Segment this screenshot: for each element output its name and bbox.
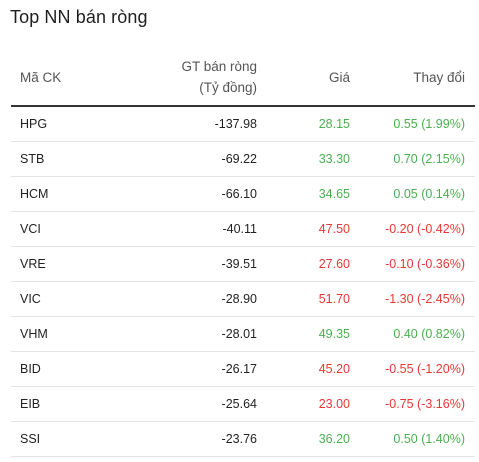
change-value: 0.55 (1.99%) [393, 117, 465, 131]
stock-code[interactable]: SSI [20, 432, 41, 446]
net-sell-value: -39.51 [221, 257, 257, 271]
price-value: 23.00 [318, 397, 350, 411]
table-row[interactable]: VCI -40.11 47.50 -0.20 (-0.42%) [11, 212, 475, 247]
change-value: -0.75 (-3.16%) [385, 397, 465, 411]
stock-code[interactable]: EIB [20, 397, 41, 411]
net-sell-value: -66.10 [221, 187, 257, 201]
table-header: Mã CK GT bán ròng (Tỷ đồng) Giá Thay đổi [11, 52, 475, 102]
header-net-sell-value-line1: GT bán ròng [181, 59, 257, 74]
stock-code[interactable]: VRE [20, 257, 46, 271]
net-sell-value: -28.90 [221, 292, 257, 306]
price-value: 27.60 [318, 257, 350, 271]
net-sell-value: -137.98 [214, 117, 257, 131]
price-value: 47.50 [318, 222, 350, 236]
stock-code[interactable]: HPG [20, 117, 48, 131]
stock-code[interactable]: VCI [20, 222, 41, 236]
header-net-sell-value-line2: (Tỷ đồng) [199, 80, 257, 95]
table-row[interactable]: HCM -66.10 34.65 0.05 (0.14%) [11, 177, 475, 212]
net-sell-value: -69.22 [221, 152, 257, 166]
net-sell-value: -26.17 [221, 362, 257, 376]
stock-code[interactable]: VHM [20, 327, 48, 341]
table-row[interactable]: SSI -23.76 36.20 0.50 (1.40%) [11, 422, 475, 457]
change-value: -1.30 (-2.45%) [385, 292, 465, 306]
change-value: 0.05 (0.14%) [393, 187, 465, 201]
table-row[interactable]: VHM -28.01 49.35 0.40 (0.82%) [11, 317, 475, 352]
header-stock-code[interactable]: Mã CK [20, 70, 62, 85]
header-change[interactable]: Thay đổi [413, 70, 465, 85]
stock-code[interactable]: HCM [20, 187, 49, 201]
price-value: 36.20 [318, 432, 350, 446]
price-value: 51.70 [318, 292, 350, 306]
price-value: 28.15 [318, 117, 350, 131]
table-row[interactable]: EIB -25.64 23.00 -0.75 (-3.16%) [11, 387, 475, 422]
header-net-sell-value[interactable]: GT bán ròng (Tỷ đồng) [181, 56, 257, 98]
table-row[interactable]: HPG -137.98 28.15 0.55 (1.99%) [11, 107, 475, 142]
table-row[interactable]: BID -26.17 45.20 -0.55 (-1.20%) [11, 352, 475, 387]
stock-code[interactable]: VIC [20, 292, 41, 306]
stock-code[interactable]: STB [20, 152, 45, 166]
net-sell-value: -28.01 [221, 327, 257, 341]
net-sell-value: -23.76 [221, 432, 257, 446]
table-row[interactable]: STB -69.22 33.30 0.70 (2.15%) [11, 142, 475, 177]
header-divider [11, 105, 475, 107]
price-value: 33.30 [318, 152, 350, 166]
table-body: HPG -137.98 28.15 0.55 (1.99%) STB -69.22 33.3… [11, 107, 475, 457]
change-value: 0.50 (1.40%) [393, 432, 465, 446]
change-value: -0.55 (-1.20%) [385, 362, 465, 376]
table-row[interactable]: VRE -39.51 27.60 -0.10 (-0.36%) [11, 247, 475, 282]
change-value: -0.20 (-0.42%) [385, 222, 465, 236]
table-row[interactable]: VIC -28.90 51.70 -1.30 (-2.45%) [11, 282, 475, 317]
change-value: 0.70 (2.15%) [393, 152, 465, 166]
header-price[interactable]: Giá [328, 70, 350, 85]
stock-code[interactable]: BID [20, 362, 41, 376]
change-value: -0.10 (-0.36%) [385, 257, 465, 271]
price-value: 34.65 [318, 187, 350, 201]
change-value: 0.40 (0.82%) [393, 327, 465, 341]
price-value: 45.20 [318, 362, 350, 376]
net-sell-value: -25.64 [221, 397, 257, 411]
price-value: 49.35 [318, 327, 350, 341]
net-sell-value: -40.11 [222, 222, 257, 236]
widget-title: Top NN bán ròng [10, 7, 148, 27]
